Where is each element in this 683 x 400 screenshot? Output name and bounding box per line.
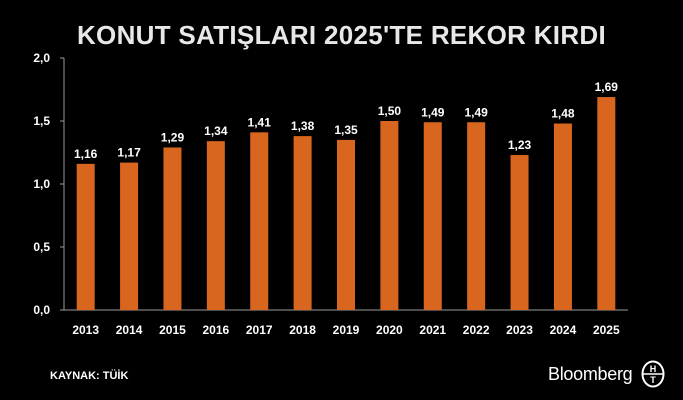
bar-value-label: 1,50 — [378, 104, 402, 118]
x-tick-label: 2020 — [376, 323, 403, 337]
x-tick-label: 2017 — [246, 323, 273, 337]
bars-layer — [76, 97, 616, 311]
bar — [423, 122, 442, 310]
x-tick-label: 2015 — [159, 323, 186, 337]
svg-text:H: H — [650, 364, 657, 374]
y-tick-label: 0,5 — [33, 240, 50, 254]
chart-title: KONUT SATIŞLARI 2025'TE REKOR KIRDI — [76, 20, 607, 50]
bar-value-label: 1,38 — [291, 119, 315, 133]
x-tick-label: 2021 — [419, 323, 446, 337]
x-tick-label: 2024 — [550, 323, 577, 337]
x-tick-label: 2023 — [506, 323, 533, 337]
bar-value-label: 1,17 — [117, 146, 141, 160]
y-tick-label: 1,5 — [33, 114, 50, 128]
bar — [553, 123, 572, 311]
bar — [467, 122, 486, 310]
bar — [293, 136, 312, 310]
bar-value-label: 1,16 — [74, 147, 98, 161]
bar-value-label: 1,23 — [508, 138, 532, 152]
bar — [510, 155, 529, 310]
bar — [76, 163, 95, 310]
y-tick-label: 1,0 — [33, 177, 50, 191]
x-tick-label: 2022 — [463, 323, 490, 337]
bar-value-label: 1,69 — [595, 80, 619, 94]
bar — [380, 121, 399, 310]
bar-value-label: 1,49 — [421, 105, 445, 119]
bar-value-label: 1,29 — [161, 130, 185, 144]
labels-layer: 1,16 2013 1,17 2014 1,29 2015 1,34 2016 1,41 2017… — [72, 80, 620, 337]
bar — [163, 147, 182, 310]
bar-value-label: 1,49 — [464, 105, 488, 119]
ht-logo-icon: H T — [641, 360, 665, 388]
bar — [206, 141, 225, 310]
bar — [120, 162, 139, 310]
source-note: KAYNAK: TÜİK — [50, 370, 129, 382]
y-tick-label: 0,0 — [33, 303, 50, 317]
bar — [597, 97, 616, 310]
bar-value-label: 1,34 — [204, 124, 228, 138]
x-tick-label: 2014 — [116, 323, 143, 337]
x-tick-label: 2018 — [289, 323, 316, 337]
bar — [250, 132, 269, 310]
bar-value-label: 1,35 — [334, 123, 358, 137]
x-tick-label: 2016 — [202, 323, 229, 337]
bloomberg-logo: Bloomberg — [548, 364, 633, 384]
x-tick-label: 2019 — [333, 323, 360, 337]
y-tick-label: 2,0 — [33, 51, 50, 65]
bar-value-label: 1,41 — [248, 115, 272, 129]
bar-value-label: 1,48 — [551, 107, 575, 121]
svg-text:T: T — [650, 375, 656, 385]
x-tick-label: 2025 — [593, 323, 620, 337]
bar — [337, 139, 355, 310]
x-tick-label: 2013 — [72, 323, 99, 337]
